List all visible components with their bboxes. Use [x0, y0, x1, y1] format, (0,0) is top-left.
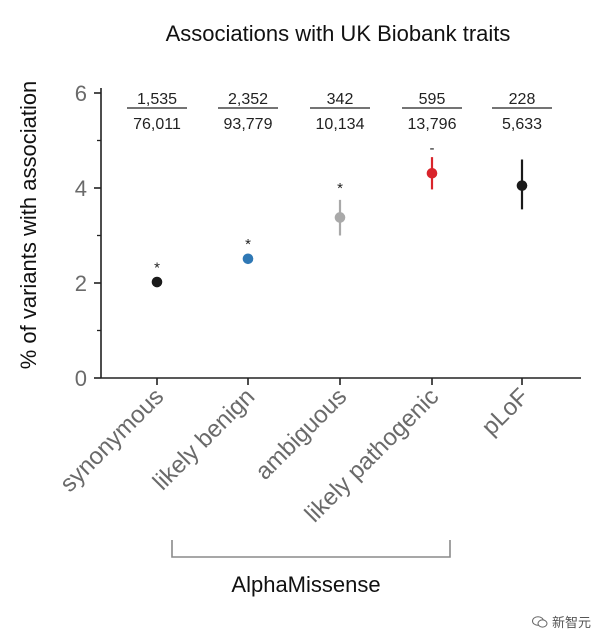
data-points: * * * - [151, 140, 528, 288]
denominator-likely-benign: 93,779 [224, 116, 273, 133]
group-label: AlphaMissense [231, 572, 380, 597]
y-tick-label-4: 4 [75, 176, 87, 201]
bracket-line [171, 540, 451, 558]
group-bracket: AlphaMissense [171, 540, 451, 597]
numerator-ambiguous: 342 [327, 91, 354, 108]
significance-marker-ambiguous: * [337, 180, 343, 197]
point-pLoF [516, 180, 528, 191]
x-tick-label-ambiguous: ambiguous [250, 383, 352, 485]
watermark: 新智元 [531, 612, 591, 631]
numerator-pLoF: 228 [509, 91, 536, 108]
significance-marker-likely-benign: * [245, 236, 251, 253]
watermark-text: 新智元 [551, 615, 591, 630]
y-tick-label-2: 2 [75, 271, 87, 296]
y-tick-label-6: 6 [75, 81, 87, 106]
x-tick-label-pLoF: pLoF [476, 383, 534, 441]
significance-marker-synonymous: * [154, 260, 160, 277]
point-likely-benign [242, 253, 254, 265]
denominator-pLoF: 5,633 [502, 116, 542, 133]
y-axis-label: % of variants with association [16, 81, 41, 370]
chart-title: Associations with UK Biobank traits [166, 21, 511, 46]
significance-marker-likely-pathogenic: - [430, 140, 435, 157]
denominator-ambiguous: 10,134 [316, 116, 365, 133]
point-likely-pathogenic [426, 167, 438, 179]
denominator-synonymous: 76,011 [133, 116, 181, 133]
point-ambiguous [334, 212, 346, 223]
y-ticks: 0 2 4 6 [75, 81, 101, 391]
count-fractions: 1,535 76,011 2,352 93,779 342 10,134 595 13,796… [127, 91, 552, 133]
numerator-synonymous: 1,535 [137, 91, 177, 108]
denominator-likely-pathogenic: 13,796 [408, 116, 457, 133]
numerator-likely-pathogenic: 595 [419, 91, 446, 108]
numerator-likely-benign: 2,352 [228, 91, 268, 108]
point-synonymous [151, 276, 163, 288]
wechat-icon [531, 615, 548, 628]
y-tick-label-0: 0 [75, 366, 87, 391]
